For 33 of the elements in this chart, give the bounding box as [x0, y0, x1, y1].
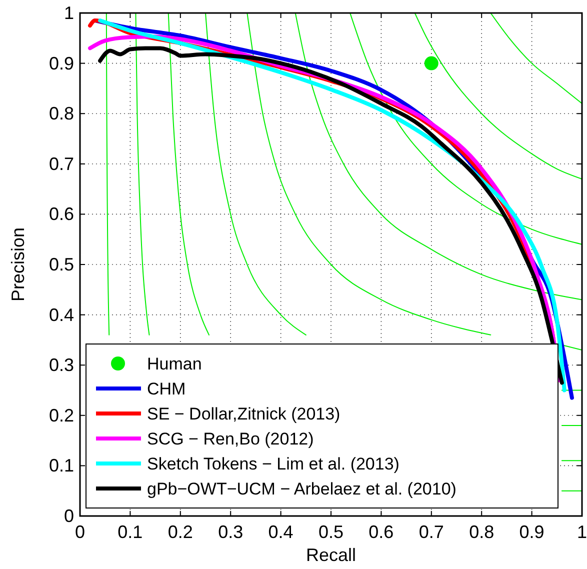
line-series — [350, 13, 582, 245]
y-tick-label: 0.8 — [48, 104, 74, 124]
x-tick-label: 0.9 — [519, 522, 544, 542]
x-tick-label: 0.4 — [268, 522, 294, 542]
legend-label: SCG − Ren,Bo (2012) — [147, 430, 314, 448]
y-tick-label: 0.2 — [48, 405, 74, 426]
y-tick-label: 0.7 — [48, 154, 74, 174]
y-tick-label: 0.9 — [48, 53, 74, 74]
line-series — [490, 13, 582, 104]
y-tick-label: 0.4 — [48, 304, 74, 325]
legend-label: gPb−OWT−UCM − Arbelaez et al. (2010) — [147, 480, 456, 498]
y-tick-label: 1 — [64, 3, 74, 23]
y-tick-label: 0.5 — [48, 254, 74, 274]
y-tick-label: 0.3 — [48, 355, 74, 376]
x-tick-label: 1 — [576, 522, 587, 542]
y-tick-label: 0.1 — [48, 456, 74, 476]
x-tick-label: 0.5 — [318, 522, 344, 542]
y-tick-label: 0 — [64, 506, 74, 526]
y-axis-title: Precision — [8, 227, 28, 302]
x-tick-label: 0.1 — [118, 522, 143, 542]
legend-label: CHM — [147, 380, 186, 398]
x-tick-label: 0.8 — [469, 522, 494, 542]
legend-label: SE − Dollar,Zitnick (2013) — [147, 404, 340, 424]
legend-label: Sketch Tokens − Lim et al. (2013) — [147, 454, 400, 474]
y-tick-label: 0.6 — [48, 204, 74, 224]
x-tick-label: 0.3 — [218, 522, 244, 542]
legend-label: Human — [147, 354, 202, 374]
x-axis-title: Recall — [306, 545, 356, 565]
line-series — [414, 13, 582, 180]
x-tick-label: 0.6 — [368, 522, 394, 542]
x-tick-label: 0.2 — [168, 522, 193, 542]
line-series — [294, 13, 582, 300]
x-tick-label: 0.7 — [418, 522, 444, 542]
